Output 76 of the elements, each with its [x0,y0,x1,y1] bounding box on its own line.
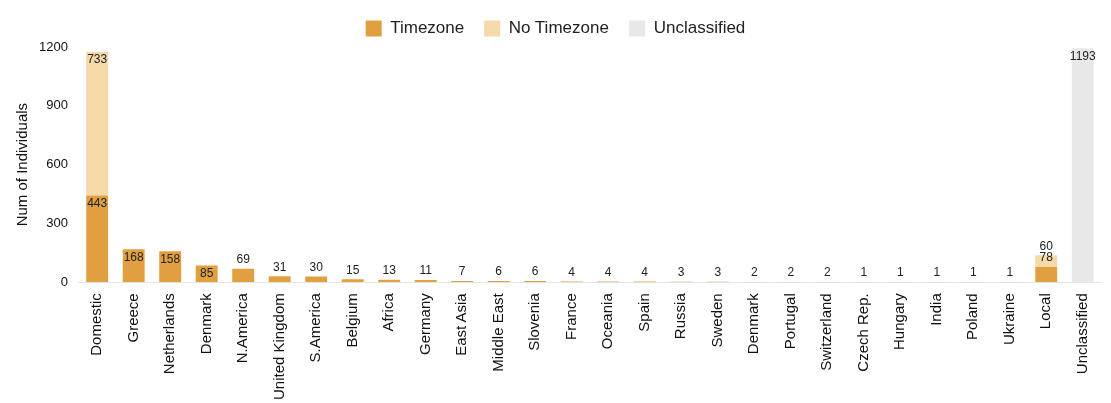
data-label: 1 [1006,265,1014,280]
data-label: 3 [714,265,722,279]
data-label: 6 [495,264,503,279]
data-label: 30 [309,259,324,274]
x-tick-label: Greece [123,293,141,343]
data-label: 31 [273,259,287,274]
data-label: 2 [750,265,758,280]
legend-label: No Timezone [508,18,609,38]
data-label: 4 [604,264,612,279]
x-tick-label: Spain [634,293,652,332]
data-label: 7 [458,264,466,279]
x-tick-label: Poland [963,293,981,340]
data-label: 85 [200,265,214,280]
data-label: 1 [896,265,904,280]
data-label: 11 [419,263,433,278]
y-axis-title: Num of Individuals [13,102,31,227]
x-tick-label: Denmark [744,292,762,355]
x-tick-label: Switzerland [817,293,835,371]
x-tick-label: East Asia [452,292,470,356]
y-tick-label: 900 [46,97,68,113]
x-tick-label: S.America [306,292,324,363]
data-label: 2 [823,265,831,280]
bar [268,276,291,283]
data-label: 2 [787,265,795,280]
data-label: 1 [860,265,868,280]
data-label: 1 [969,265,977,280]
data-label: 158 [160,251,181,266]
bar [1035,266,1058,283]
x-tick-label: Belgium [342,293,360,348]
data-label: 69 [236,252,251,267]
data-label: 443 [87,195,108,210]
x-tick-label: Germany [415,292,433,355]
x-tick-label: United Kingdom [269,293,287,401]
bar [86,51,109,196]
x-tick-label: Local [1036,293,1054,330]
legend-label: Unclassified [653,18,746,38]
data-label: 3 [677,265,685,279]
bar [305,276,328,283]
x-tick-label: Africa [379,292,397,332]
data-label: 1193 [1069,48,1096,63]
y-tick-label: 600 [46,156,68,172]
data-label: 1 [933,265,941,280]
data-label: 733 [87,52,108,67]
data-label: 13 [382,263,397,278]
x-tick-label: Ukraine [999,293,1017,345]
bar [86,195,109,283]
x-tick-label: Portugal [780,293,798,350]
bar [341,279,364,283]
bar [1071,48,1094,283]
data-label: 4 [568,264,576,279]
data-label: 60 [1039,238,1054,253]
x-tick-label: Netherlands [160,293,178,375]
x-tick-label: Russia [671,292,689,340]
y-tick-label: 1200 [39,38,68,54]
x-tick-label: Denmark [196,292,214,355]
bar [232,268,255,283]
data-label: 6 [531,264,539,279]
x-tick-label: Hungary [890,292,908,350]
x-tick-label: India [926,292,944,326]
x-tick-label: Sweden [707,293,725,348]
y-tick-label: 0 [60,273,68,289]
data-label: 4 [641,264,649,279]
data-label: 78 [1039,250,1054,265]
data-label: 168 [123,249,145,264]
x-tick-label: N.America [233,292,251,364]
data-label: 15 [346,262,360,277]
y-tick-label: 300 [46,215,68,231]
x-tick-label: Middle East [488,292,506,372]
x-tick-label: Slovenia [525,292,543,351]
bar [414,280,437,283]
x-tick-label: Oceania [598,292,616,350]
x-tick-label: Unclassified [1072,293,1090,375]
x-tick-label: Domestic [87,292,105,356]
legend-label: Timezone [390,18,465,38]
x-tick-label: Czech Rep. [853,293,871,372]
x-tick-label: France [561,293,579,340]
